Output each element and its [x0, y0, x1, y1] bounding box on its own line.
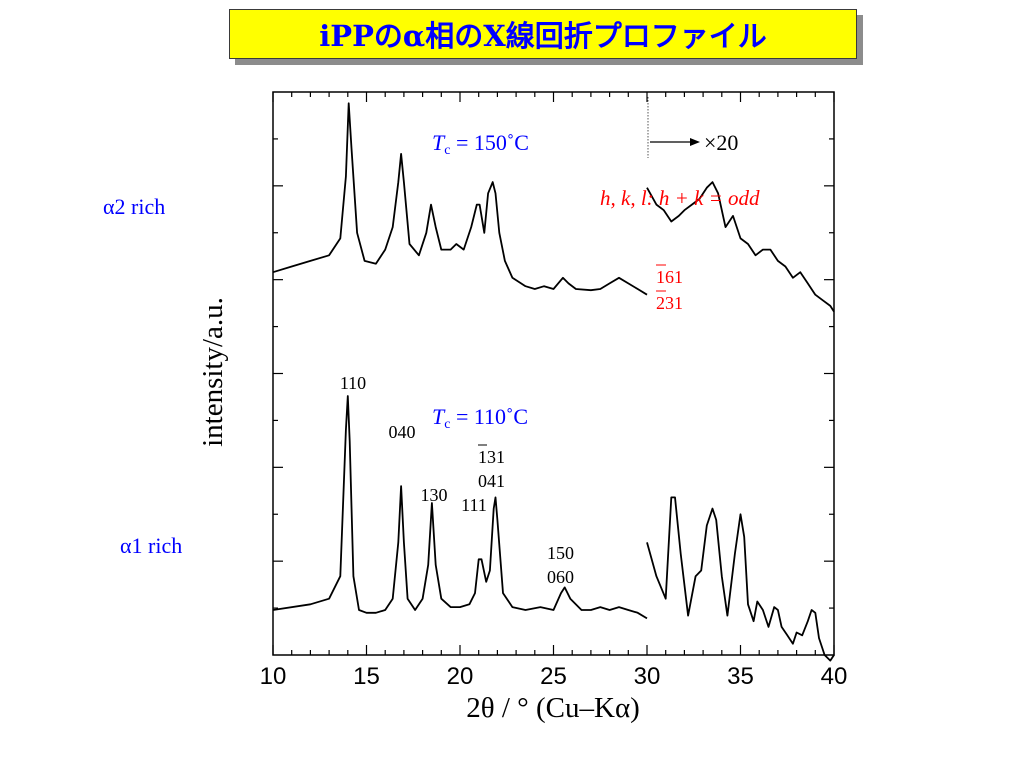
x-tick-label: 30 — [634, 663, 661, 690]
page-title: iPPのα相のX線回折プロファイル — [319, 19, 767, 53]
peak-label-161: 161 — [656, 267, 683, 287]
peak-label-111: 111 — [461, 495, 487, 515]
x-tick-labels: 10 15 20 25 30 35 40 — [260, 663, 848, 690]
peak-label-130: 130 — [421, 485, 448, 505]
hkl-condition: h, k, l: h + k = odd — [600, 186, 760, 210]
title-banner: iPPのα相のX線回折プロファイル — [229, 9, 857, 59]
x-axis-label: 2θ / ° (Cu–Kα) — [466, 692, 640, 724]
tc-110-label: Tc = 110˚C — [432, 404, 528, 432]
tick-marks — [272, 92, 835, 655]
tc-150-label: Tc = 150˚C — [432, 130, 529, 158]
series-line-1 — [646, 496, 835, 662]
x-tick-label: 15 — [353, 663, 380, 690]
peak-label-040: 040 — [389, 422, 416, 442]
peak-label-231: 231 — [656, 293, 683, 313]
x-tick-label: 10 — [260, 663, 287, 690]
magnify-label: ×20 — [704, 130, 738, 155]
sample-label-alpha1: α1 rich — [120, 533, 183, 558]
peak-label-150: 150 — [547, 543, 574, 563]
series-line-2 — [272, 102, 648, 296]
series-line-3 — [646, 181, 835, 313]
x-tick-label: 20 — [447, 663, 474, 690]
series-line-0 — [272, 395, 648, 620]
arrow-head-icon — [690, 138, 700, 146]
x-tick-label: 40 — [821, 663, 848, 690]
sample-label-alpha2: α2 rich — [103, 194, 166, 219]
x-tick-label: 25 — [540, 663, 567, 690]
peak-label-060: 060 — [547, 567, 574, 587]
x-tick-label: 35 — [727, 663, 754, 690]
peak-label-131: 131 — [478, 447, 505, 467]
peak-label-110: 110 — [340, 373, 366, 393]
y-axis-label: intensity/a.u. — [197, 297, 229, 447]
diffraction-curves — [272, 102, 835, 662]
peak-label-041: 041 — [478, 471, 505, 491]
